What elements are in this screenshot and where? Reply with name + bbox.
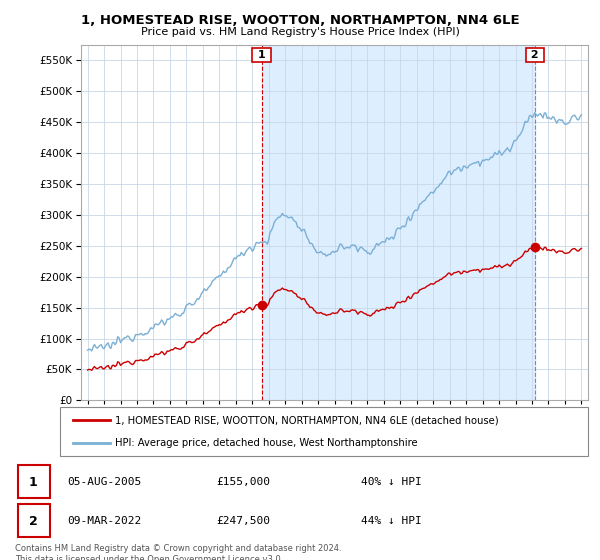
Text: HPI: Average price, detached house, West Northamptonshire: HPI: Average price, detached house, West… bbox=[115, 438, 418, 448]
Text: 2: 2 bbox=[527, 50, 543, 60]
FancyBboxPatch shape bbox=[18, 505, 50, 538]
Text: 44% ↓ HPI: 44% ↓ HPI bbox=[361, 516, 421, 526]
Text: 1: 1 bbox=[29, 475, 38, 489]
Text: 40% ↓ HPI: 40% ↓ HPI bbox=[361, 477, 421, 487]
Bar bbox=[262, 45, 535, 400]
FancyBboxPatch shape bbox=[18, 465, 50, 498]
Text: 05-AUG-2005: 05-AUG-2005 bbox=[67, 477, 141, 487]
Text: Contains HM Land Registry data © Crown copyright and database right 2024.
This d: Contains HM Land Registry data © Crown c… bbox=[15, 544, 341, 560]
Text: 2: 2 bbox=[29, 515, 38, 528]
FancyBboxPatch shape bbox=[60, 407, 588, 456]
Text: 1: 1 bbox=[254, 50, 269, 60]
Text: 1, HOMESTEAD RISE, WOOTTON, NORTHAMPTON, NN4 6LE (detached house): 1, HOMESTEAD RISE, WOOTTON, NORTHAMPTON,… bbox=[115, 416, 499, 426]
Text: £155,000: £155,000 bbox=[217, 477, 271, 487]
Text: Price paid vs. HM Land Registry's House Price Index (HPI): Price paid vs. HM Land Registry's House … bbox=[140, 27, 460, 37]
Text: 1, HOMESTEAD RISE, WOOTTON, NORTHAMPTON, NN4 6LE: 1, HOMESTEAD RISE, WOOTTON, NORTHAMPTON,… bbox=[80, 14, 520, 27]
Text: 09-MAR-2022: 09-MAR-2022 bbox=[67, 516, 141, 526]
Text: £247,500: £247,500 bbox=[217, 516, 271, 526]
